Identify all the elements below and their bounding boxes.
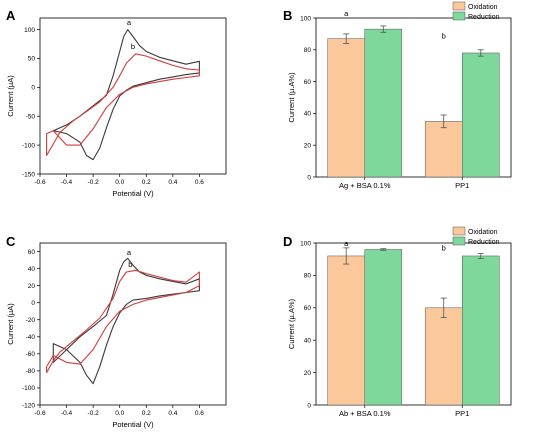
y-tick-label: 60: [28, 249, 36, 256]
x-tick-label: 0.6: [195, 179, 204, 186]
panel-letter-a: A: [6, 8, 16, 23]
category-label: PP1: [455, 181, 469, 190]
category-label: PP1: [455, 409, 469, 418]
y-tick-label: 100: [300, 240, 311, 247]
plot-frame: [39, 17, 227, 175]
y-tick-label: 0: [307, 174, 311, 181]
legend-label-oxidation: Oxidation: [468, 229, 498, 236]
x-tick-label: -0.4: [61, 410, 73, 417]
x-tick-label: -0.6: [34, 410, 46, 417]
cv-curve-a: [52, 257, 200, 385]
cv-curve-a: [52, 29, 200, 161]
bar-reduction: [462, 52, 500, 178]
y-tick-label: 100: [24, 27, 35, 34]
y-tick-label: 20: [304, 143, 312, 150]
y-tick-label: -50: [26, 114, 36, 121]
bar-reduction: [364, 249, 403, 406]
y-tick-label: 0: [31, 85, 35, 92]
bar-oxidation: [424, 121, 463, 178]
cv-curve-b: [46, 53, 200, 157]
significance-label-a: a: [344, 239, 349, 248]
bar-oxidation: [327, 255, 366, 406]
legend-swatch-oxidation: [452, 226, 466, 236]
y-tick-label: 60: [304, 79, 312, 86]
y-tick-label: 100: [300, 15, 311, 22]
legend: Oxidation Reduction: [452, 226, 500, 246]
legend-swatch-oxidation: [452, 1, 466, 11]
panel-letter-d: D: [283, 234, 292, 249]
chart-b-bar-plot: 0 20 40 60 80 100 Current (µ.A%) Ag + BSA 0.1% P…: [287, 1, 512, 190]
y-tick-label: -100: [22, 142, 35, 149]
y-tick-label: 80: [304, 47, 312, 54]
y-tick-label: -60: [26, 351, 36, 358]
plot-frame: [315, 242, 512, 406]
y-tick-label: 20: [28, 283, 36, 290]
y-tick-label: -100: [22, 385, 35, 392]
panel-letter-c: C: [6, 234, 16, 249]
x-tick-label: 0.2: [142, 410, 151, 417]
significance-label-b: b: [442, 244, 446, 253]
curve-label-b: b: [128, 260, 132, 269]
x-tick-label: 0.4: [168, 410, 177, 417]
y-axis-title: Current (µA): [6, 75, 15, 117]
y-tick-label: 50: [28, 56, 36, 63]
y-tick-label: -40: [26, 334, 36, 341]
legend: Oxidation Reduction: [452, 1, 500, 21]
y-tick-label: -80: [26, 368, 36, 375]
y-tick-label: -150: [22, 171, 35, 178]
x-axis-title: Potential (V): [112, 420, 154, 429]
legend-label-reduction: Reduction: [468, 239, 500, 246]
y-tick-label: 40: [28, 266, 36, 273]
bar-oxidation: [424, 307, 463, 406]
cv-curve-b: [46, 269, 200, 374]
y-tick-label: 40: [304, 338, 312, 345]
x-tick-label: -0.4: [61, 179, 73, 186]
legend-label-reduction: Reduction: [468, 14, 500, 21]
x-axis-title: Potential (V): [112, 189, 154, 198]
x-tick-label: 0.4: [168, 179, 177, 186]
y-axis-title: Current (µA): [6, 303, 15, 345]
chart-d-bar-plot: 0 20 40 60 80 100 Current (µ.A%) Ab + BSA 0.1% P…: [287, 226, 512, 418]
x-tick-label: -0.6: [34, 179, 46, 186]
y-tick-label: 0: [307, 402, 311, 409]
x-tick-label: 0.2: [142, 179, 151, 186]
x-tick-label: 0.6: [195, 410, 204, 417]
curve-label-a: a: [127, 18, 132, 27]
y-tick-label: -120: [22, 402, 35, 409]
significance-label-a: a: [344, 9, 349, 18]
curve-label-a: a: [127, 248, 132, 257]
curve-label-b: b: [131, 42, 135, 51]
legend-label-oxidation: Oxidation: [468, 4, 498, 11]
y-tick-label: 20: [304, 370, 312, 377]
legend-swatch-reduction: [452, 236, 466, 246]
significance-label-b: b: [442, 31, 446, 40]
panel-letter-b: B: [283, 8, 292, 23]
y-tick-label: 60: [304, 305, 312, 312]
bar-oxidation: [327, 38, 366, 178]
bar-reduction: [364, 28, 403, 178]
y-axis-title: Current (µ.A%): [287, 72, 296, 123]
x-tick-label: 0.0: [115, 179, 124, 186]
plot-frame: [315, 17, 512, 178]
category-label: Ab + BSA 0.1%: [339, 409, 391, 418]
bar-reduction: [462, 255, 500, 406]
x-tick-label: -0.2: [88, 179, 100, 186]
y-axis-title: Current (µ.A%): [287, 298, 296, 349]
category-label: Ag + BSA 0.1%: [339, 181, 391, 190]
y-tick-label: 40: [304, 111, 312, 118]
chart-c-cv-plot: -0.6 -0.4 -0.2 0.0 0.2 0.4 0.6 -120 -100 -80 -60 -4…: [6, 242, 227, 429]
chart-a-cv-plot: -0.6 -0.4 -0.2 0.0 0.2 0.4 0.6 -150 -100 -50 0 50 10…: [6, 17, 227, 198]
y-tick-label: -20: [26, 317, 36, 324]
plot-frame: [39, 242, 227, 406]
x-tick-label: 0.0: [115, 410, 124, 417]
y-tick-label: 80: [304, 273, 312, 280]
x-tick-label: -0.2: [88, 410, 100, 417]
legend-swatch-reduction: [452, 11, 466, 21]
y-tick-label: 0: [31, 300, 35, 307]
